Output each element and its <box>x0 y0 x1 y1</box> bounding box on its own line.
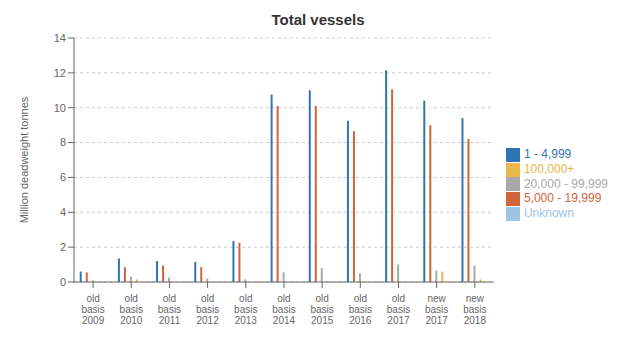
html-text:100,000+: 100,000+ <box>523 161 575 176</box>
html-text:Total vessels: Total vessels <box>271 11 365 28</box>
html-text:5,000 - 19,999: 5,000 - 19,999 <box>523 191 602 206</box>
svg-text:oldbasis2017: oldbasis2017 <box>387 293 410 326</box>
html-text:20,000 - 99,999: 20,000 - 99,999 <box>523 176 608 191</box>
svg-text:oldbasis2012: oldbasis2012 <box>196 293 219 326</box>
svg-text:Million deadweight tonnes: Million deadweight tonnes <box>18 96 30 223</box>
html-text:Unknown: Unknown <box>523 206 574 221</box>
svg-text:newbasis2017: newbasis2017 <box>425 293 448 326</box>
svg-text:oldbasis2013: oldbasis2013 <box>234 293 257 326</box>
svg-text:oldbasis2010: oldbasis2010 <box>120 293 143 326</box>
svg-text:6: 6 <box>60 171 66 183</box>
html-text:1 - 4,999: 1 - 4,999 <box>523 146 572 161</box>
svg-text:oldbasis2011: oldbasis2011 <box>158 293 181 326</box>
svg-text:oldbasis2016: oldbasis2016 <box>349 293 372 326</box>
svg-text:oldbasis2014: oldbasis2014 <box>272 293 295 326</box>
svg-text:10: 10 <box>54 102 66 114</box>
svg-text:8: 8 <box>60 136 66 148</box>
svg-text:newbasis2018: newbasis2018 <box>463 293 486 326</box>
svg-text:oldbasis2015: oldbasis2015 <box>310 293 333 326</box>
svg-text:12: 12 <box>54 67 66 79</box>
svg-text:2: 2 <box>60 241 66 253</box>
svg-text:4: 4 <box>60 206 66 218</box>
svg-text:0: 0 <box>60 276 66 288</box>
svg-text:14: 14 <box>54 32 66 44</box>
svg-text:oldbasis2009: oldbasis2009 <box>81 293 104 326</box>
